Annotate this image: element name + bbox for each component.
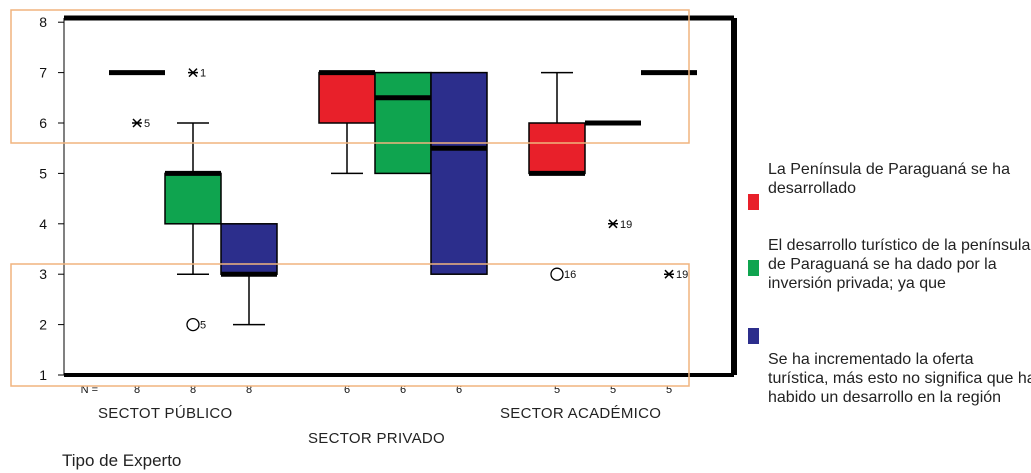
group-label-public: SECTOT PÚBLICO bbox=[98, 405, 233, 422]
legend-item-series-1: La Península de Paraguaná se ha desarrol… bbox=[748, 160, 1031, 210]
y-tick-label: 2 bbox=[39, 317, 47, 333]
legend-label: El desarrollo turístico de la península … bbox=[768, 237, 1031, 292]
n-count-label: 8 bbox=[134, 384, 140, 396]
n-label: N = bbox=[81, 384, 98, 396]
box-body bbox=[164, 172, 222, 225]
outlier-extreme-marker bbox=[608, 219, 618, 229]
n-count-label: 5 bbox=[554, 384, 560, 396]
n-count-label: 6 bbox=[456, 384, 462, 396]
y-tick-label: 7 bbox=[39, 65, 47, 81]
legend-item-series-2: El desarrollo turístico de la península … bbox=[748, 236, 1031, 293]
n-count-label: 6 bbox=[344, 384, 350, 396]
outlier-extreme-marker bbox=[132, 118, 142, 128]
n-count-label: 6 bbox=[400, 384, 406, 396]
legend-swatch-blue bbox=[748, 328, 759, 344]
box-body bbox=[430, 71, 488, 275]
group-label-academic: SECTOR ACADÉMICO bbox=[500, 405, 662, 422]
y-tick-label: 1 bbox=[39, 367, 47, 383]
highlight-box-upper bbox=[10, 9, 690, 144]
outlier-marker bbox=[186, 317, 200, 332]
legend-label: Se ha incrementado la oferta turística, … bbox=[768, 351, 1031, 406]
box-body bbox=[374, 71, 432, 175]
y-tick-label: 3 bbox=[39, 266, 47, 282]
outlier-case-label: 19 bbox=[676, 269, 688, 281]
outlier-extreme-marker bbox=[188, 68, 198, 78]
n-count-label: 8 bbox=[190, 384, 196, 396]
n-count-label: 5 bbox=[666, 384, 672, 396]
group-label-private: SECTOR PRIVADO bbox=[308, 430, 446, 447]
y-tick-label: 6 bbox=[39, 115, 47, 131]
outlier-case-label: 5 bbox=[200, 320, 206, 332]
x-axis-title: Tipo de Experto bbox=[62, 451, 182, 470]
y-tick-label: 4 bbox=[39, 216, 47, 232]
outlier-case-label: 19 bbox=[620, 219, 632, 231]
legend-label: La Península de Paraguaná se ha desarrol… bbox=[768, 161, 1010, 197]
outlier-case-label: 16 bbox=[564, 269, 576, 281]
n-count-label: 8 bbox=[246, 384, 252, 396]
box-body bbox=[220, 223, 278, 275]
legend-item-series-3: Se ha incrementado la oferta turística, … bbox=[748, 328, 1031, 407]
box-body bbox=[528, 122, 586, 175]
y-tick-label: 5 bbox=[39, 165, 47, 181]
highlight-box-lower bbox=[10, 263, 690, 387]
legend-swatch-red bbox=[748, 194, 759, 210]
y-tick-label: 8 bbox=[39, 14, 47, 30]
legend-swatch-green bbox=[748, 260, 759, 276]
outlier-extreme-marker bbox=[664, 269, 674, 279]
n-count-label: 5 bbox=[610, 384, 616, 396]
outlier-case-label: 1 bbox=[200, 68, 206, 80]
box-body bbox=[318, 71, 376, 124]
outlier-marker bbox=[550, 267, 564, 281]
outlier-case-label: 5 bbox=[144, 118, 150, 130]
